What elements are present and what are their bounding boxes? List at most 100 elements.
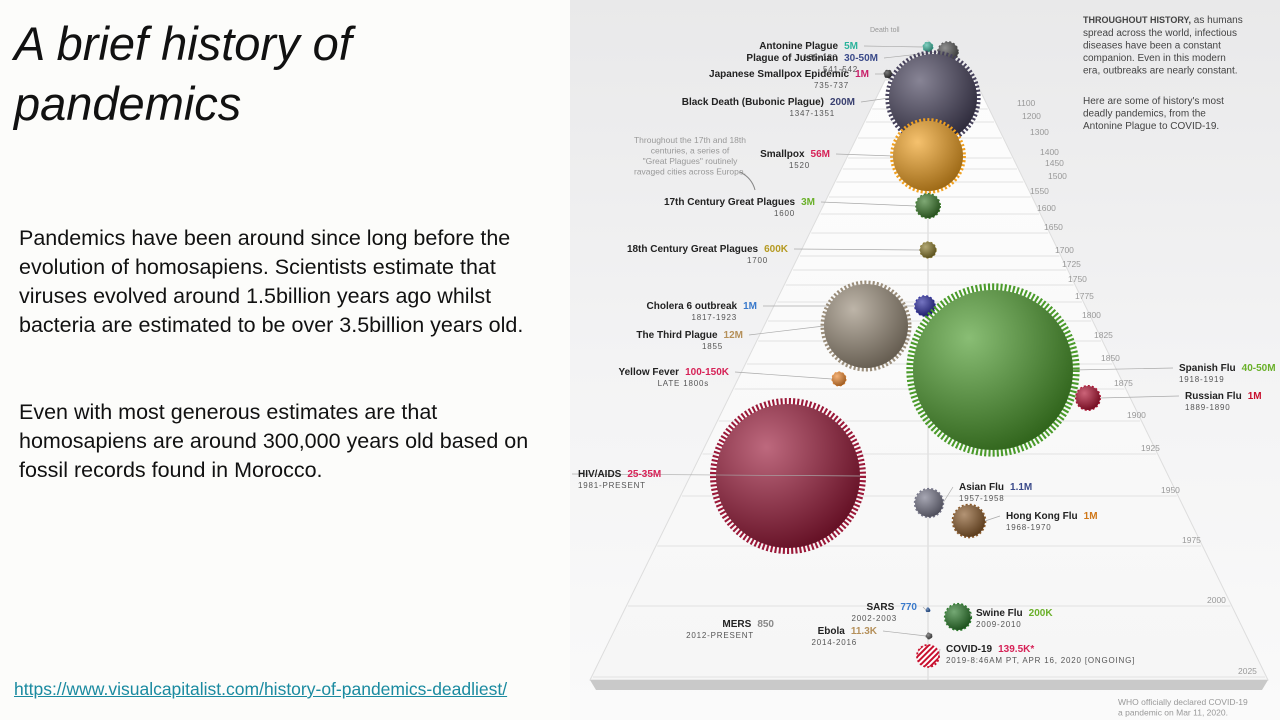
- intro-text: Antonine Plague to COVID-19.: [1083, 121, 1219, 132]
- leader-line: [835, 153, 894, 157]
- pandemic-name: COVID-19: [946, 644, 993, 655]
- pandemic-name: Ebola: [818, 626, 846, 637]
- year-label: 1875: [1114, 378, 1133, 388]
- pandemic-years: 1918-1919: [1179, 375, 1224, 384]
- ball-shade: [916, 194, 940, 218]
- leader-line: [793, 248, 921, 251]
- death-toll: 200K: [1029, 608, 1054, 619]
- leader-line: [820, 201, 917, 207]
- pandemic-name: Spanish Flu: [1179, 363, 1236, 374]
- pandemic-years: 1968-1970: [1006, 523, 1051, 532]
- ball-shade: [915, 296, 935, 316]
- pandemic-label: Cholera 6 outbreak 1M: [647, 301, 758, 312]
- leader-line: [1099, 395, 1180, 399]
- pandemic-years: 1700: [747, 256, 768, 265]
- pandemic-name: Cholera 6 outbreak: [647, 301, 738, 312]
- pandemic-years: 2009-2010: [976, 620, 1021, 629]
- year-label: 1925: [1141, 443, 1160, 453]
- year-label: 1825: [1094, 330, 1113, 340]
- pandemic-name: Japanese Smallpox Epidemic: [709, 69, 849, 80]
- leader-line: [860, 97, 890, 103]
- ball-shade: [920, 242, 936, 258]
- pandemic-name: Yellow Fever: [618, 367, 679, 378]
- pandemic-label: The Third Plague 12M: [636, 330, 743, 341]
- death-toll: 40-50M: [1242, 363, 1276, 374]
- note-text: ravaged cities across Europe.: [634, 167, 746, 177]
- death-toll: 1M: [855, 69, 869, 80]
- leader-line: [922, 606, 927, 611]
- pandemic-years: 165-180: [803, 53, 838, 62]
- leader-line: [882, 630, 927, 637]
- paragraph: Even with most generous estimates are th…: [19, 400, 529, 482]
- pandemic-years: 2019-8:46AM PT, APR 16, 2020 [ONGOING]: [946, 656, 1135, 665]
- death-toll: 5M: [844, 41, 858, 52]
- pandemic-name: Swine Flu: [976, 608, 1023, 619]
- pandemic-label: COVID-19 139.5K*: [946, 644, 1034, 655]
- death-toll: 11.3K: [851, 626, 878, 637]
- intro-text: Here are some of history's most: [1083, 96, 1224, 107]
- leader-line: [1072, 367, 1174, 371]
- death-toll: 1.1M: [1010, 482, 1032, 493]
- year-label: 1775: [1075, 291, 1094, 301]
- pandemic-years: LATE 1800s: [658, 379, 709, 388]
- pandemic-name: MERS: [722, 619, 751, 630]
- pandemic-name: Black Death (Bubonic Plague): [682, 97, 824, 108]
- ball-shade: [953, 505, 985, 537]
- leader-line: [969, 612, 972, 618]
- intro-text: THROUGHOUT HISTORY, as humans: [1083, 15, 1243, 26]
- pandemic-label: Swine Flu 200K: [976, 608, 1053, 619]
- pandemic-label: SARS 770: [867, 602, 918, 613]
- pandemic-years: 2012-PRESENT: [686, 631, 754, 640]
- leader-line: [984, 515, 1001, 522]
- intro-text: as humans: [1191, 15, 1243, 26]
- year-label: 1200: [1022, 111, 1041, 121]
- pandemic-name: Antonine Plague: [759, 41, 838, 52]
- ball-shade: [716, 404, 860, 548]
- year-label: 1100: [1017, 98, 1036, 108]
- death-toll: 1M: [1248, 391, 1262, 402]
- death-toll: 600K: [764, 244, 789, 255]
- note-arrow: [739, 171, 756, 191]
- year-label: 1550: [1030, 186, 1049, 196]
- pandemic-years: 1347-1351: [790, 109, 835, 118]
- note-text: Throughout the 17th and 18th: [634, 135, 746, 145]
- intro-text: companion. Even in this modern: [1083, 53, 1226, 64]
- intro-heading: THROUGHOUT HISTORY,: [1083, 15, 1191, 25]
- ball-shade: [923, 42, 933, 52]
- intro-text: spread across the world, infectious: [1083, 28, 1237, 39]
- year-label: 1950: [1161, 485, 1180, 495]
- death-toll: 139.5K*: [998, 644, 1034, 655]
- footnote: a pandemic on Mar 11, 2020.: [1118, 708, 1228, 718]
- death-toll: 850: [757, 619, 774, 630]
- year-label: 1975: [1182, 535, 1201, 545]
- year-label: 1300: [1030, 127, 1049, 137]
- year-label: 1450: [1045, 158, 1064, 168]
- year-label: 1800: [1082, 310, 1101, 320]
- year-label: 1400: [1040, 147, 1059, 157]
- death-toll: 25-35M: [627, 469, 661, 480]
- ball-shade: [893, 121, 963, 191]
- year-label: 1725: [1062, 259, 1081, 269]
- ball-shade: [926, 633, 932, 639]
- pandemic-name: Smallpox: [760, 149, 805, 160]
- pandemic-years: 1889-1890: [1185, 403, 1230, 412]
- note-text: centuries, a series of: [651, 146, 730, 156]
- pandemic-name: Hong Kong Flu: [1006, 511, 1078, 522]
- pandemic-label: Plague of Justinian 30-50M: [746, 53, 878, 64]
- year-label: 1850: [1101, 353, 1120, 363]
- ball-shade: [884, 70, 892, 78]
- pandemic-name: The Third Plague: [636, 330, 718, 341]
- intro-text: deadly pandemics, from the: [1083, 109, 1206, 120]
- year-label: 1650: [1044, 222, 1063, 232]
- leader-line: [938, 648, 941, 657]
- source-link[interactable]: https://www.visualcapitalist.com/history…: [14, 679, 508, 699]
- pandemic-label: Hong Kong Flu 1M: [1006, 511, 1098, 522]
- pandemic-label: 17th Century Great Plagues 3M: [664, 197, 815, 208]
- leader-line: [942, 486, 954, 504]
- death-toll: 1M: [743, 301, 757, 312]
- pandemic-label: Asian Flu 1.1M: [959, 482, 1032, 493]
- pandemic-years: 1817-1923: [692, 313, 737, 322]
- leader-line: [863, 45, 924, 48]
- intro-text: diseases have been a constant: [1083, 41, 1221, 52]
